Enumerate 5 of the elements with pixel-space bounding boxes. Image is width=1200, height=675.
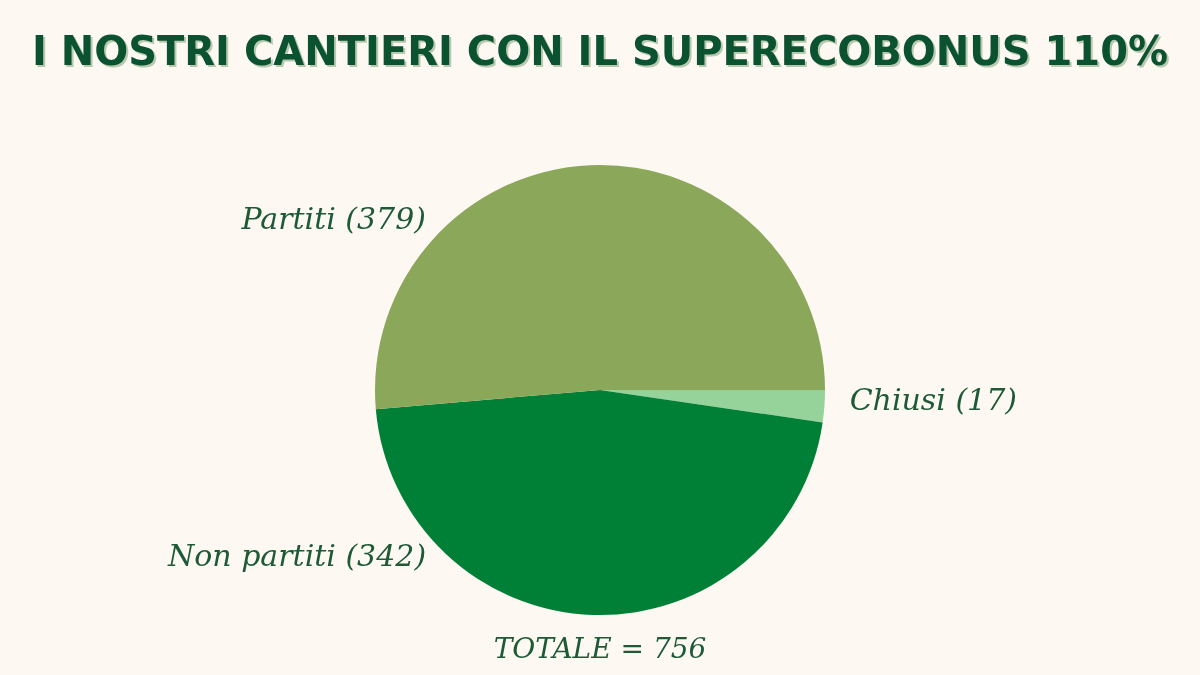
- slice-label: Non partiti (342): [166, 538, 427, 574]
- text: TOTALE = 756: [492, 632, 708, 665]
- slice-label: Chiusi (17): [849, 382, 1017, 417]
- slice-label: Partiti (379): [240, 201, 426, 237]
- chart-title: I NOSTRI CANTIERI CON IL SUPERECOBONUS 110%: [30, 28, 1170, 74]
